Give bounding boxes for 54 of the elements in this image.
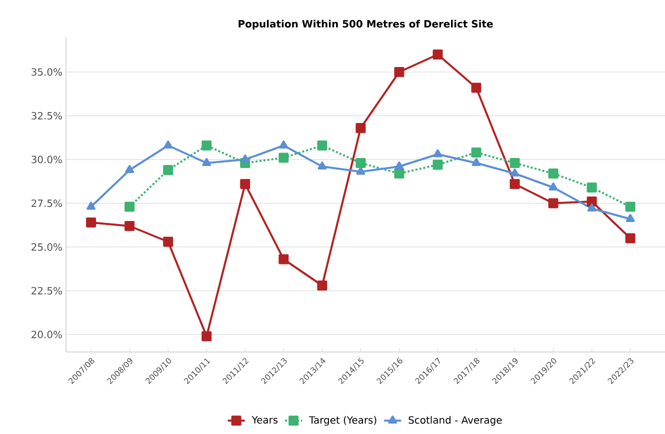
point [278,152,289,163]
y-tick-label: 22.5% [32,286,62,295]
point [625,233,636,244]
point [124,202,135,212]
point [587,204,596,212]
y-tick-label: 25.0% [32,243,62,251]
legend-label: Years [252,416,278,424]
point [548,168,558,178]
y-tick-label: 32.5% [32,112,62,120]
point [548,182,558,190]
point [510,158,520,168]
point [356,123,366,133]
point [278,254,289,264]
y-tick-label: 27.5% [32,199,62,208]
point [471,82,482,93]
chart-title: Population Within 500 Metres of Derelict Site [238,20,493,30]
point [356,158,366,168]
point [510,168,520,176]
point [432,160,443,170]
point [240,179,250,189]
point [202,140,212,150]
point [472,158,481,166]
point [586,182,597,192]
point [432,49,443,60]
point [86,202,96,210]
legend-label: Target (Years) [309,416,376,426]
point [240,154,250,162]
point [548,198,558,208]
point [202,158,212,166]
y-tick-label: 20.0% [32,330,62,338]
point [586,196,597,206]
point [394,162,404,170]
point [163,165,174,175]
point [471,148,482,158]
point [356,166,366,175]
point [394,66,404,77]
point [394,168,404,178]
point [626,214,635,222]
point [125,165,134,173]
point [433,149,442,158]
point [318,162,327,170]
point [317,140,328,150]
point [317,280,328,290]
legend-label: Scotland - Average [408,416,502,426]
point [86,218,96,228]
point [625,202,636,212]
point [124,221,135,231]
point [164,140,173,148]
point [510,179,520,189]
y-tick-label: 35.0% [32,68,62,76]
y-tick-label: 30.0% [32,156,62,164]
point [279,140,288,148]
point [202,331,212,342]
point [163,236,174,247]
